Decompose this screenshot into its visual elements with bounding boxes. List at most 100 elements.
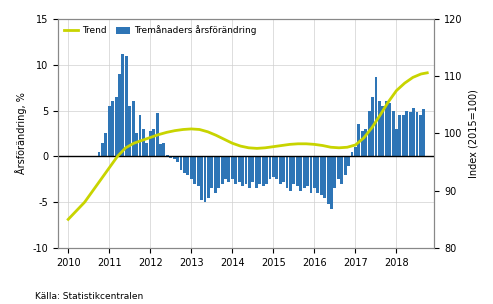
Bar (204, 156, 207, 202)
Bar (108, 106, 110, 156)
Bar (111, 102, 114, 156)
Bar (419, 115, 422, 156)
Bar (354, 147, 357, 156)
Bar (128, 106, 131, 156)
Bar (115, 97, 117, 156)
Bar (173, 156, 176, 159)
Bar (224, 156, 227, 179)
Bar (378, 102, 381, 156)
Bar (385, 102, 387, 156)
Bar (101, 143, 104, 156)
Bar (371, 97, 374, 156)
Bar (368, 111, 371, 156)
Bar (323, 156, 326, 198)
Bar (391, 111, 394, 156)
Bar (152, 129, 155, 156)
Bar (248, 156, 251, 188)
Bar (296, 156, 299, 186)
Bar (217, 156, 220, 188)
Bar (292, 156, 295, 184)
Bar (340, 156, 343, 184)
Bar (231, 156, 234, 179)
Bar (382, 106, 384, 156)
Y-axis label: Årsförändring, %: Årsförändring, % (15, 92, 27, 174)
Bar (351, 152, 353, 156)
Bar (179, 156, 182, 170)
Bar (344, 156, 347, 175)
Bar (327, 156, 329, 204)
Y-axis label: Index (2015=100): Index (2015=100) (468, 89, 478, 178)
Bar (190, 156, 193, 179)
Bar (193, 156, 196, 184)
Bar (135, 133, 138, 156)
Bar (221, 156, 223, 184)
Bar (156, 113, 159, 156)
Bar (303, 156, 306, 188)
Bar (238, 156, 241, 182)
Bar (98, 152, 101, 156)
Bar (279, 156, 282, 184)
Bar (214, 156, 216, 193)
Bar (306, 156, 309, 186)
Bar (313, 156, 316, 188)
Bar (395, 129, 398, 156)
Bar (398, 115, 401, 156)
Bar (200, 156, 203, 200)
Bar (251, 156, 254, 182)
Bar (145, 143, 148, 156)
Bar (241, 156, 244, 186)
Bar (227, 156, 230, 182)
Bar (163, 143, 165, 156)
Bar (159, 143, 162, 156)
Bar (282, 156, 285, 182)
Bar (289, 156, 292, 191)
Legend: Trend, Tremånaders årsförändring: Trend, Tremånaders årsförändring (63, 23, 258, 37)
Bar (211, 156, 213, 188)
Bar (364, 129, 367, 156)
Bar (333, 156, 336, 188)
Bar (423, 109, 425, 156)
Bar (402, 115, 405, 156)
Bar (142, 129, 145, 156)
Bar (265, 156, 268, 184)
Bar (361, 131, 364, 156)
Bar (275, 156, 278, 179)
Bar (416, 112, 419, 156)
Bar (207, 156, 210, 198)
Bar (255, 156, 258, 188)
Bar (139, 115, 141, 156)
Bar (105, 133, 107, 156)
Bar (317, 156, 319, 193)
Bar (357, 124, 360, 156)
Bar (337, 156, 340, 179)
Bar (169, 156, 172, 158)
Bar (388, 103, 391, 156)
Bar (347, 156, 350, 166)
Bar (186, 156, 189, 175)
Bar (132, 102, 135, 156)
Bar (375, 77, 377, 156)
Bar (176, 156, 179, 162)
Bar (269, 156, 272, 179)
Bar (272, 156, 275, 177)
Bar (121, 54, 124, 156)
Bar (405, 111, 408, 156)
Bar (118, 74, 121, 156)
Bar (166, 155, 169, 156)
Bar (234, 156, 237, 184)
Bar (320, 156, 323, 195)
Bar (197, 156, 200, 186)
Bar (125, 56, 128, 156)
Bar (330, 156, 333, 209)
Bar (409, 112, 412, 156)
Bar (183, 156, 186, 173)
Bar (245, 156, 247, 184)
Bar (149, 131, 152, 156)
Bar (310, 156, 313, 193)
Bar (285, 156, 288, 188)
Bar (258, 156, 261, 184)
Text: Källa: Statistikcentralen: Källa: Statistikcentralen (35, 292, 143, 301)
Bar (299, 156, 302, 191)
Bar (262, 156, 265, 186)
Bar (412, 108, 415, 156)
